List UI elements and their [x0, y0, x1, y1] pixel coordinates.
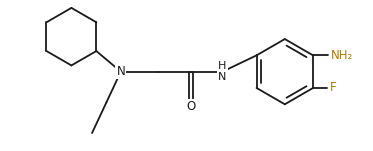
- Text: F: F: [330, 82, 336, 95]
- Text: N: N: [116, 65, 125, 78]
- Text: O: O: [186, 100, 196, 113]
- Text: H
N: H N: [218, 61, 227, 82]
- Text: NH₂: NH₂: [331, 49, 354, 62]
